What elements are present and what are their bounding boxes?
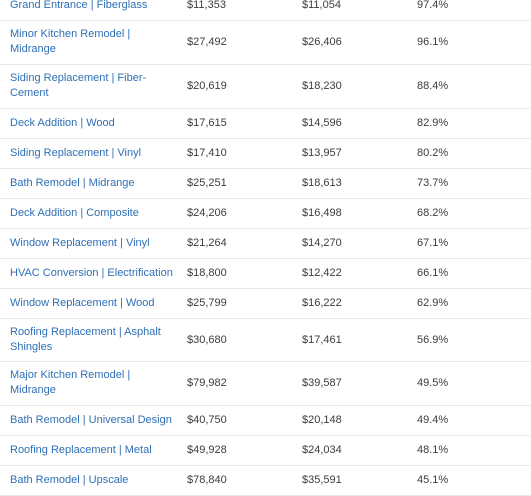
project-link[interactable]: Roofing Replacement | Metal [10, 443, 152, 456]
job-cost-cell: $78,840 [187, 473, 227, 486]
resale-value-cell: $18,613 [302, 176, 342, 189]
job-cost-cell: $24,206 [187, 206, 227, 219]
job-cost-cell: $79,982 [187, 376, 227, 389]
resale-value-cell: $39,587 [302, 376, 342, 389]
job-cost-cell: $21,264 [187, 236, 227, 249]
table-row: Window Replacement | Wood $25,799 $16,22… [0, 289, 531, 319]
table-row: HVAC Conversion | Electrification $18,80… [0, 259, 531, 289]
table-row: Major Kitchen Remodel | Midrange $79,982… [0, 362, 531, 406]
cost-recouped-cell: 45.1% [417, 473, 449, 486]
job-cost-cell: $25,799 [187, 296, 227, 309]
cost-recouped-cell: 88.4% [417, 79, 449, 92]
resale-value-cell: $13,957 [302, 146, 342, 159]
project-link[interactable]: Window Replacement | Wood [10, 296, 155, 309]
resale-value-cell: $18,230 [302, 79, 342, 92]
project-link[interactable]: Bath Remodel | Universal Design [10, 413, 172, 426]
cost-recouped-cell: 56.9% [417, 333, 449, 346]
job-cost-cell: $25,251 [187, 176, 227, 189]
resale-value-cell: $14,270 [302, 236, 342, 249]
project-link[interactable]: Bath Remodel | Upscale [10, 473, 129, 486]
table-row: Deck Addition | Composite $24,206 $16,49… [0, 199, 531, 229]
project-link[interactable]: Grand Entrance | Fiberglass [10, 0, 148, 11]
table-row: Bath Remodel | Midrange $25,251 $18,613 … [0, 169, 531, 199]
cost-recouped-cell: 96.1% [417, 35, 449, 48]
resale-value-cell: $26,406 [302, 35, 342, 48]
table-row: Grand Entrance | Fiberglass $11,353 $11,… [0, 0, 531, 21]
project-link[interactable]: Deck Addition | Composite [10, 206, 139, 219]
job-cost-cell: $18,800 [187, 266, 227, 279]
cost-recouped-cell: 82.9% [417, 116, 449, 129]
cost-recouped-cell: 80.2% [417, 146, 449, 159]
table-row: Roofing Replacement | Asphalt Shingles $… [0, 319, 531, 362]
cost-recouped-cell: 48.1% [417, 443, 449, 456]
resale-value-cell: $20,148 [302, 413, 342, 426]
table-row: Roofing Replacement | Metal $49,928 $24,… [0, 436, 531, 466]
table-row: Deck Addition | Wood $17,615 $14,596 82.… [0, 109, 531, 139]
resale-value-cell: $11,054 [302, 0, 341, 11]
cost-recouped-cell: 49.4% [417, 413, 449, 426]
job-cost-cell: $40,750 [187, 413, 227, 426]
project-link[interactable]: Siding Replacement | Fiber-Cement [10, 72, 147, 99]
table-row: Window Replacement | Vinyl $21,264 $14,2… [0, 229, 531, 259]
project-link[interactable]: Major Kitchen Remodel | Midrange [10, 369, 131, 396]
cost-recouped-cell: 97.4% [417, 0, 449, 11]
table-row: Bath Remodel | Universal Design $40,750 … [0, 406, 531, 436]
job-cost-cell: $20,619 [187, 79, 227, 92]
cost-recouped-cell: 73.7% [417, 176, 449, 189]
project-link[interactable]: Deck Addition | Wood [10, 116, 115, 129]
project-link[interactable]: HVAC Conversion | Electrification [10, 266, 173, 279]
table-row: Bath Remodel | Upscale $78,840 $35,591 4… [0, 466, 531, 496]
cost-recouped-cell: 66.1% [417, 266, 449, 279]
cost-recouped-cell: 49.5% [417, 376, 449, 389]
resale-value-cell: $16,498 [302, 206, 342, 219]
table-row: Siding Replacement | Vinyl $17,410 $13,9… [0, 139, 531, 169]
job-cost-cell: $27,492 [187, 35, 227, 48]
job-cost-cell: $49,928 [187, 443, 227, 456]
cost-recouped-cell: 62.9% [417, 296, 449, 309]
project-link[interactable]: Bath Remodel | Midrange [10, 176, 135, 189]
table-row: Siding Replacement | Fiber-Cement $20,61… [0, 65, 531, 109]
resale-value-cell: $17,461 [302, 333, 342, 346]
job-cost-cell: $30,680 [187, 333, 227, 346]
resale-value-cell: $24,034 [302, 443, 342, 456]
project-link[interactable]: Window Replacement | Vinyl [10, 236, 150, 249]
project-link[interactable]: Roofing Replacement | Asphalt Shingles [10, 326, 161, 353]
resale-value-cell: $35,591 [302, 473, 342, 486]
job-cost-cell: $11,353 [187, 0, 226, 11]
project-link[interactable]: Siding Replacement | Vinyl [10, 146, 142, 159]
table-row: Minor Kitchen Remodel | Midrange $27,492… [0, 21, 531, 65]
job-cost-cell: $17,410 [187, 146, 227, 159]
resale-value-cell: $16,222 [302, 296, 342, 309]
project-link[interactable]: Minor Kitchen Remodel | Midrange [10, 28, 131, 55]
job-cost-cell: $17,615 [187, 116, 227, 129]
resale-value-cell: $14,596 [302, 116, 342, 129]
resale-value-cell: $12,422 [302, 266, 342, 279]
cost-recouped-cell: 68.2% [417, 206, 449, 219]
cost-recouped-cell: 67.1% [417, 236, 449, 249]
